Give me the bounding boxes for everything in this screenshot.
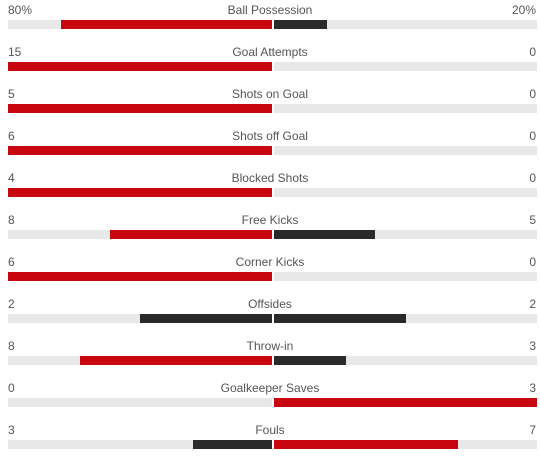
comparison-bar bbox=[8, 188, 537, 197]
stat-label: Goal Attempts bbox=[232, 45, 308, 59]
home-bar-track bbox=[8, 20, 272, 29]
home-bar-track bbox=[8, 314, 272, 323]
away-value: 3 bbox=[529, 381, 536, 395]
away-bar-fill bbox=[274, 20, 327, 29]
home-value: 6 bbox=[8, 255, 15, 269]
home-value: 15 bbox=[8, 45, 22, 59]
home-bar-fill bbox=[8, 272, 272, 281]
stat-row-corner-kicks: 6 Corner Kicks 0 bbox=[0, 254, 540, 296]
away-value: 0 bbox=[529, 87, 536, 101]
away-bar-track bbox=[274, 104, 537, 113]
away-value: 3 bbox=[529, 339, 536, 353]
stat-label: Fouls bbox=[255, 423, 285, 437]
away-bar-fill bbox=[274, 398, 537, 407]
home-bar-fill bbox=[8, 62, 272, 71]
home-value: 8 bbox=[8, 213, 15, 227]
away-bar-track bbox=[274, 146, 537, 155]
stat-row-offsides: 2 Offsides 2 bbox=[0, 296, 540, 338]
stat-label: Ball Possession bbox=[227, 3, 313, 17]
away-bar-track bbox=[274, 356, 537, 365]
comparison-bar bbox=[8, 356, 537, 365]
home-bar-fill bbox=[109, 230, 272, 239]
away-bar-fill bbox=[274, 230, 376, 239]
home-bar-track bbox=[8, 62, 272, 71]
home-value: 2 bbox=[8, 297, 15, 311]
home-value: 3 bbox=[8, 423, 15, 437]
home-bar-fill bbox=[140, 314, 272, 323]
away-bar-track bbox=[274, 188, 537, 197]
stat-label: Corner Kicks bbox=[235, 255, 305, 269]
away-bar-track bbox=[274, 440, 537, 449]
home-bar-track bbox=[8, 230, 272, 239]
away-bar-fill bbox=[274, 314, 406, 323]
home-bar-track bbox=[8, 272, 272, 281]
home-bar-fill bbox=[8, 146, 272, 155]
stat-label: Blocked Shots bbox=[231, 171, 309, 185]
stat-row-throw-in: 8 Throw-in 3 bbox=[0, 338, 540, 380]
home-value: 4 bbox=[8, 171, 15, 185]
away-value: 0 bbox=[529, 129, 536, 143]
stat-row-fouls: 3 Fouls 7 bbox=[0, 422, 540, 464]
away-bar-fill bbox=[274, 356, 346, 365]
home-bar-track bbox=[8, 146, 272, 155]
comparison-bar bbox=[8, 20, 537, 29]
comparison-bar bbox=[8, 272, 537, 281]
home-value: 8 bbox=[8, 339, 15, 353]
stat-label: Offsides bbox=[248, 297, 292, 311]
away-bar-track bbox=[274, 62, 537, 71]
comparison-bar bbox=[8, 146, 537, 155]
away-value: 0 bbox=[529, 45, 536, 59]
away-value: 20% bbox=[511, 3, 536, 17]
home-bar-fill bbox=[8, 188, 272, 197]
away-bar-track bbox=[274, 272, 537, 281]
stat-row-shots-on-goal: 5 Shots on Goal 0 bbox=[0, 86, 540, 128]
home-bar-track bbox=[8, 188, 272, 197]
away-value: 7 bbox=[529, 423, 536, 437]
stat-row-shots-off-goal: 6 Shots off Goal 0 bbox=[0, 128, 540, 170]
comparison-bar bbox=[8, 398, 537, 407]
stat-row-blocked-shots: 4 Blocked Shots 0 bbox=[0, 170, 540, 212]
stat-row-goalkeeper-saves: 0 Goalkeeper Saves 3 bbox=[0, 380, 540, 422]
comparison-bar bbox=[8, 314, 537, 323]
away-value: 2 bbox=[529, 297, 536, 311]
stat-label: Shots off Goal bbox=[232, 129, 308, 143]
home-bar-fill bbox=[192, 440, 272, 449]
stat-label: Free Kicks bbox=[241, 213, 299, 227]
away-value: 5 bbox=[529, 213, 536, 227]
away-bar-track bbox=[274, 314, 537, 323]
home-bar-track bbox=[8, 356, 272, 365]
comparison-bar bbox=[8, 230, 537, 239]
stat-label: Throw-in bbox=[246, 339, 294, 353]
home-value: 5 bbox=[8, 87, 15, 101]
stat-row-ball-possession: 80% Ball Possession 20% bbox=[0, 2, 540, 44]
home-value: 80% bbox=[8, 3, 33, 17]
stat-label: Shots on Goal bbox=[231, 87, 309, 101]
home-bar-fill bbox=[8, 104, 272, 113]
away-bar-track bbox=[274, 398, 537, 407]
home-bar-fill bbox=[60, 20, 272, 29]
stat-row-goal-attempts: 15 Goal Attempts 0 bbox=[0, 44, 540, 86]
home-bar-track bbox=[8, 104, 272, 113]
comparison-bar bbox=[8, 62, 537, 71]
stat-label: Goalkeeper Saves bbox=[220, 381, 320, 395]
comparison-bar bbox=[8, 104, 537, 113]
home-bar-track bbox=[8, 398, 272, 407]
comparison-bar bbox=[8, 440, 537, 449]
home-bar-track bbox=[8, 440, 272, 449]
home-value: 6 bbox=[8, 129, 15, 143]
away-value: 0 bbox=[529, 255, 536, 269]
away-value: 0 bbox=[529, 171, 536, 185]
stat-row-free-kicks: 8 Free Kicks 5 bbox=[0, 212, 540, 254]
home-bar-fill bbox=[80, 356, 272, 365]
home-value: 0 bbox=[8, 381, 15, 395]
away-bar-fill bbox=[274, 440, 459, 449]
match-statistics: 80% Ball Possession 20% 15 Goal Attempts… bbox=[0, 2, 540, 449]
away-bar-track bbox=[274, 20, 537, 29]
away-bar-track bbox=[274, 230, 537, 239]
